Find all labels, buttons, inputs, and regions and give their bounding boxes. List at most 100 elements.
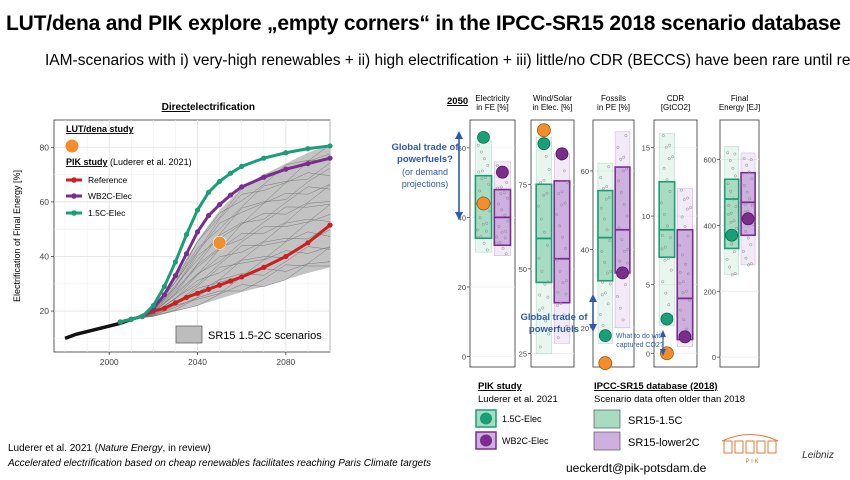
c15-elec-point bbox=[172, 259, 179, 265]
sr15-lower2c-sample-point bbox=[684, 289, 688, 293]
reference-point bbox=[194, 290, 201, 296]
sr15-15c-sample-point bbox=[544, 154, 548, 158]
sr15-15c-sample-point bbox=[605, 185, 609, 189]
wb2c-elec-point bbox=[205, 212, 212, 219]
c15-elec-point bbox=[150, 303, 156, 309]
sr15-lower2c-sample-point bbox=[681, 280, 685, 284]
annotation-global-trade-1: Global trade of bbox=[391, 142, 459, 153]
c15-elec-point bbox=[128, 316, 134, 322]
annotation-arrowhead-1b bbox=[455, 212, 463, 220]
sr15-15c-sample-point bbox=[483, 157, 487, 161]
sr15-lower2c-sample-point bbox=[562, 313, 566, 317]
sr15-15c-sample-point bbox=[730, 242, 734, 246]
sr15-lower2c-sample-point bbox=[682, 198, 686, 202]
sr15-lower2c-sample-point bbox=[497, 225, 501, 229]
sr15-15c-sample-point bbox=[479, 235, 483, 239]
sr15-15c-sample-point bbox=[733, 152, 737, 156]
pik-15c-point bbox=[598, 329, 612, 343]
sr15-lower2c-sample-point bbox=[495, 235, 499, 239]
sr15-lower2c-sample-point bbox=[686, 234, 690, 238]
left-y-tick-label: 20 bbox=[40, 306, 50, 316]
reference-point bbox=[172, 300, 179, 306]
wb2c-elec-point bbox=[305, 161, 311, 167]
sr15-lower2c-sample-point bbox=[617, 179, 621, 183]
legend-pik-wb2c-label: WB2C-Elec bbox=[502, 436, 549, 446]
sr15-scenario-line bbox=[131, 246, 331, 320]
box-panel-label-2: Fossils bbox=[601, 94, 626, 103]
sr15-15c-sample-point bbox=[603, 260, 607, 264]
sr15-scenario-line bbox=[131, 203, 331, 320]
annotation-co2-2: captured CO2? bbox=[616, 342, 664, 349]
sr15-lower2c-sample-point bbox=[621, 318, 625, 322]
sr15-lower2c-sample-point bbox=[506, 219, 510, 223]
box-panel-label-3: CDR bbox=[667, 94, 685, 103]
contact-email: ueckerdt@pik-potsdam.de bbox=[566, 461, 707, 475]
box-y-tick-label: 25 bbox=[519, 349, 527, 358]
sr15-15c-sample-point bbox=[485, 221, 489, 225]
legend-wb2c-label: WB2C-Elec bbox=[88, 191, 133, 201]
c15-elec-point bbox=[261, 155, 267, 161]
sr15-15c-sample-point bbox=[480, 177, 484, 181]
sr15-15c-sample-point bbox=[537, 204, 540, 208]
sr15-15c-sample-point bbox=[732, 219, 736, 223]
sr15-15c-sample-point bbox=[606, 271, 609, 275]
lut-dena-point bbox=[212, 236, 227, 250]
sr15-15c-box bbox=[597, 189, 614, 282]
box-panel-label2-1: in Elec. [%] bbox=[532, 103, 572, 112]
sr15-15c-sample-point bbox=[546, 295, 550, 299]
annotation-demand-2: projections) bbox=[402, 179, 449, 189]
pik-15c-point bbox=[660, 312, 674, 326]
sr15-15c-sample-point bbox=[727, 203, 731, 207]
box-y-tick-label: 15 bbox=[642, 143, 650, 152]
sr15-15c-sample-point bbox=[479, 150, 483, 154]
pik-wb2c-point bbox=[616, 266, 629, 280]
left-x-tick-label: 2080 bbox=[276, 357, 295, 367]
box-y-tick-label: 400 bbox=[703, 221, 716, 230]
legend-sr15-label: SR15 1.5-2C scenarios bbox=[208, 330, 322, 342]
sr15-15c-sample-point bbox=[601, 323, 605, 327]
pik-logo-text: P I K bbox=[746, 459, 759, 465]
pik-logo-bar bbox=[767, 440, 777, 454]
sr15-lower2c-sample-point bbox=[499, 185, 503, 189]
sr15-15c-sample-point bbox=[731, 197, 735, 201]
sr15-15c-sample-point bbox=[542, 178, 546, 182]
reference-point bbox=[327, 222, 333, 228]
sr15-lower2c-sample-point bbox=[560, 190, 564, 194]
sr15-15c-sample-point bbox=[729, 189, 733, 193]
wb2c-elec-point bbox=[239, 184, 245, 190]
sr15-lower2c-sample-point bbox=[743, 202, 747, 206]
sr15-lower2c-sample-point bbox=[557, 192, 561, 196]
reference-point bbox=[183, 294, 190, 301]
sr15-15c-sample-point bbox=[545, 191, 549, 195]
sr15-lower2c-sample-point bbox=[679, 308, 683, 312]
legend-pik-study-title: PIK study bbox=[478, 381, 523, 392]
box-y-tick-label: 0 bbox=[712, 353, 716, 362]
c15-elec-point bbox=[117, 319, 123, 325]
c15-elec-point bbox=[239, 163, 245, 169]
reference-point bbox=[205, 286, 212, 292]
sr15-15c-sample-point bbox=[538, 345, 542, 349]
pik-logo: P I K bbox=[721, 434, 779, 465]
sr15-15c-sample-point bbox=[546, 280, 550, 284]
sr15-15c-sample-point bbox=[726, 182, 730, 186]
wb2c-elec-point bbox=[172, 272, 179, 279]
sr15-15c-sample-point bbox=[477, 170, 481, 174]
sr15-lower2c-sample-point bbox=[681, 253, 684, 257]
pik-wb2c-point bbox=[741, 212, 755, 226]
sr15-15c-sample-point bbox=[540, 217, 543, 221]
legend-lut-title: LUT/dena study bbox=[66, 124, 134, 134]
sr15-15c-sample-point bbox=[725, 257, 729, 261]
sr15-lower2c-sample-point bbox=[500, 208, 504, 212]
sr15-15c-sample-point bbox=[542, 193, 546, 197]
sr15-15c-sample-point bbox=[609, 269, 613, 273]
sr15-15c-sample-point bbox=[726, 151, 730, 155]
sr15-15c-sample-point bbox=[599, 206, 603, 210]
wb2c-elec-point bbox=[161, 292, 167, 298]
sr15-lower2c-sample-point bbox=[560, 203, 564, 207]
box-y-tick-label: 10 bbox=[642, 212, 650, 221]
sr15-15c-sample-point bbox=[667, 303, 671, 307]
sr15-lower2c-sample-point bbox=[503, 236, 507, 240]
left-y-tick-label: 40 bbox=[40, 251, 50, 261]
sr15-lower2c-sample-point bbox=[506, 196, 509, 200]
